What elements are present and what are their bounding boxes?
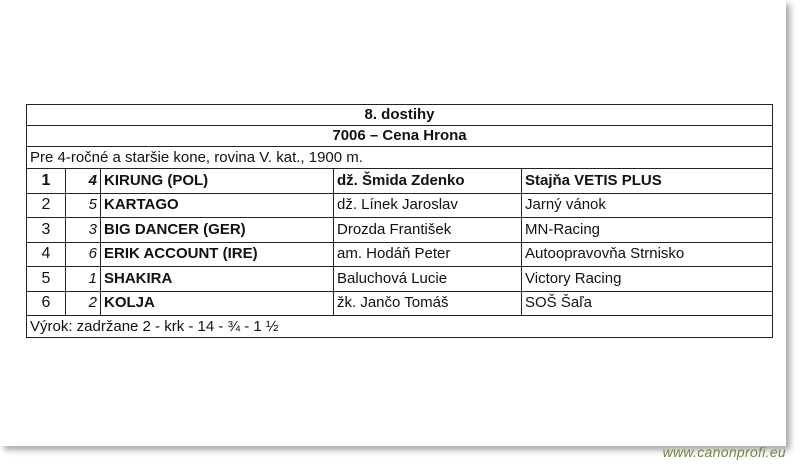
start-number-cell: 6 (65, 241, 101, 267)
place-cell: 2 (26, 192, 66, 218)
start-number-cell: 2 (65, 290, 101, 316)
horse-cell: ERIK ACCOUNT (IRE) (100, 241, 334, 267)
owner-cell: Jarný vánok (521, 192, 773, 218)
owner-cell: SOŠ Šaľa (521, 290, 773, 316)
result-row: 5 1 SHAKIRA Baluchová Lucie Victory Racing (26, 266, 773, 292)
watermark: www.canonprofi.eu (662, 444, 786, 460)
owner-cell: MN-Racing (521, 217, 773, 243)
result-row: 2 5 KARTAGO dž. Línek Jaroslav Jarný vánok (26, 192, 773, 218)
horse-cell: KOLJA (100, 290, 334, 316)
race-verdict: Výrok: zadržane 2 - krk - 14 - ¾ - 1 ½ (26, 315, 773, 338)
jockey-cell: Baluchová Lucie (333, 266, 522, 292)
race-subtitle: 7006 – Cena Hrona (26, 125, 773, 147)
jockey-cell: am. Hodáň Peter (333, 241, 522, 267)
horse-cell: KARTAGO (100, 192, 334, 218)
start-number-cell: 1 (65, 266, 101, 292)
horse-cell: BIG DANCER (GER) (100, 217, 334, 243)
start-number-cell: 5 (65, 192, 101, 218)
race-description: Pre 4-ročné a staršie kone, rovina V. ka… (26, 146, 773, 169)
horse-cell: KIRUNG (POL) (100, 168, 334, 194)
start-number-cell: 3 (65, 217, 101, 243)
owner-cell: Autoopravovňa Strnisko (521, 241, 773, 267)
result-row: 4 6 ERIK ACCOUNT (IRE) am. Hodáň Peter Autoo… (26, 241, 773, 267)
place-cell: 6 (26, 290, 66, 316)
owner-cell: Victory Racing (521, 266, 773, 292)
place-cell: 5 (26, 266, 66, 292)
document-page: 8. dostihy 7006 – Cena Hrona Pre 4-ročné… (26, 104, 773, 338)
race-results-table: 8. dostihy 7006 – Cena Hrona Pre 4-ročné… (26, 104, 773, 338)
jockey-cell: Drozda František (333, 217, 522, 243)
race-title: 8. dostihy (26, 104, 773, 126)
jockey-cell: dž. Línek Jaroslav (333, 192, 522, 218)
result-row: 3 3 BIG DANCER (GER) Drozda František MN-Rac… (26, 217, 773, 243)
place-cell: 4 (26, 241, 66, 267)
horse-cell: SHAKIRA (100, 266, 334, 292)
result-row: 1 4 KIRUNG (POL) dž. Šmida Zdenko Stajňa VET… (26, 168, 773, 194)
result-row: 6 2 KOLJA žk. Jančo Tomáš SOŠ Šaľa (26, 290, 773, 316)
jockey-cell: dž. Šmida Zdenko (333, 168, 522, 194)
place-cell: 1 (26, 168, 66, 194)
owner-cell: Stajňa VETIS PLUS (521, 168, 773, 194)
start-number-cell: 4 (65, 168, 101, 194)
place-cell: 3 (26, 217, 66, 243)
jockey-cell: žk. Jančo Tomáš (333, 290, 522, 316)
